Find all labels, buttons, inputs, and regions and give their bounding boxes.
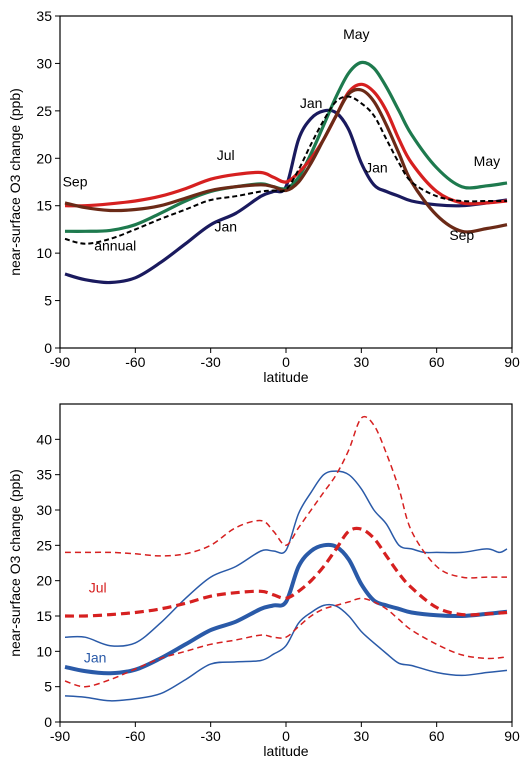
bottom-chart-y-tick-label: 15	[36, 608, 52, 624]
top-chart-y-tick-label: 10	[36, 245, 52, 261]
bottom-chart-y-ticks: 0 5 10 15 20 25 30 35 40	[36, 431, 60, 730]
top-chart-x-tick-label: 90	[504, 354, 520, 370]
top-chart-series-line-2	[64, 60, 508, 233]
bottom-chart-x-tick-label: -90	[50, 728, 70, 744]
bottom-chart-series-line-1	[64, 542, 508, 676]
top-chart-annotation-jan: Jan	[300, 95, 323, 111]
bottom-chart-y-tick-label: 20	[36, 573, 52, 589]
top-chart-y-tick-label: 20	[36, 150, 52, 166]
top-chart-x-ticks: -90 -60 -30 0 30 60 90	[50, 348, 520, 370]
bottom-chart-series-line-2	[64, 470, 508, 647]
bottom-chart-x-tick-label: -30	[201, 728, 221, 744]
top-chart-y-ticks: 0 5 10 15 20 25 30 35	[36, 8, 60, 356]
top-chart-x-axis-label: latitude	[263, 369, 308, 385]
bottom-chart-x-tick-label: 0	[282, 728, 290, 744]
bottom-chart-annotations: Jul Jan	[84, 580, 107, 666]
bottom-chart-x-tick-label: -60	[125, 728, 145, 744]
bottom-chart-x-tick-label: 30	[354, 728, 370, 744]
top-chart-annotation-may: May	[474, 153, 500, 169]
bottom-chart-annotation-jul: Jul	[89, 580, 107, 596]
bottom-chart-y-tick-label: 10	[36, 643, 52, 659]
top-chart-y-axis-label: near-surface O3 change (ppb)	[7, 88, 23, 276]
top-chart-annotation-may: May	[343, 26, 369, 42]
top-chart-annotations: Sep annual Jul Jan Jan May Jan May Sep	[63, 26, 501, 254]
top-chart-annotation-jan: Jan	[365, 160, 388, 176]
bottom-chart-y-tick-label: 5	[44, 679, 52, 695]
bottom-chart-series-line-6	[64, 597, 508, 688]
bottom-chart-annotation-jan: Jan	[84, 650, 107, 666]
bottom-chart-y-tick-label: 25	[36, 537, 52, 553]
top-chart-series-line-4	[64, 87, 508, 234]
top-chart-x-tick-label: 0	[282, 354, 290, 370]
top-chart-annotation-annual: annual	[94, 237, 136, 253]
top-chart-y-tick-label: 25	[36, 103, 52, 119]
bottom-chart-series-line-4	[64, 526, 508, 618]
top-chart-annotation-jul: Jul	[217, 147, 235, 163]
top-chart-series-line-3	[64, 82, 508, 208]
top-chart-x-tick-label: 30	[354, 354, 370, 370]
top-chart-annotation-sep: Sep	[63, 174, 88, 190]
bottom-chart-y-tick-label: 40	[36, 431, 52, 447]
bottom-chart-x-ticks: -90 -60 -30 0 30 60 90	[50, 722, 520, 744]
top-chart-y-tick-label: 0	[44, 340, 52, 356]
top-chart-y-tick-label: 35	[36, 8, 52, 24]
bottom-chart-y-axis-label: near-surface O3 change (ppb)	[7, 469, 23, 657]
bottom-chart-series-line-5	[64, 415, 507, 579]
top-chart-x-tick-label: -60	[125, 354, 145, 370]
top-chart-series-layer	[64, 60, 508, 285]
bottom-chart-series-layer	[64, 415, 508, 702]
top-chart-series-line-5	[64, 95, 507, 245]
top-chart-series-line-1	[64, 108, 508, 285]
bottom-chart: Jul Jan -90 -60 -30 0 30 60 90 0 5 10 15 20 25 30 35 40…	[7, 403, 520, 759]
bottom-chart-x-axis-label: latitude	[263, 743, 308, 759]
top-chart-y-tick-label: 5	[44, 293, 52, 309]
bottom-chart-x-tick-label: 60	[429, 728, 445, 744]
top-chart: Sep annual Jul Jan Jan May Jan May Sep -90 -60 -30…	[7, 8, 520, 385]
bottom-chart-series-line-3	[64, 603, 508, 702]
top-chart-annotation-sep: Sep	[449, 227, 474, 243]
bottom-chart-x-tick-label: 90	[504, 728, 520, 744]
top-chart-annotation-jan: Jan	[214, 218, 237, 234]
top-chart-y-tick-label: 15	[36, 198, 52, 214]
bottom-chart-y-tick-label: 0	[44, 714, 52, 730]
bottom-chart-y-tick-label: 35	[36, 467, 52, 483]
top-chart-x-tick-label: -30	[201, 354, 221, 370]
top-chart-x-tick-label: -90	[50, 354, 70, 370]
top-chart-x-tick-label: 60	[429, 354, 445, 370]
top-chart-y-tick-label: 30	[36, 55, 52, 71]
bottom-chart-y-tick-label: 30	[36, 502, 52, 518]
